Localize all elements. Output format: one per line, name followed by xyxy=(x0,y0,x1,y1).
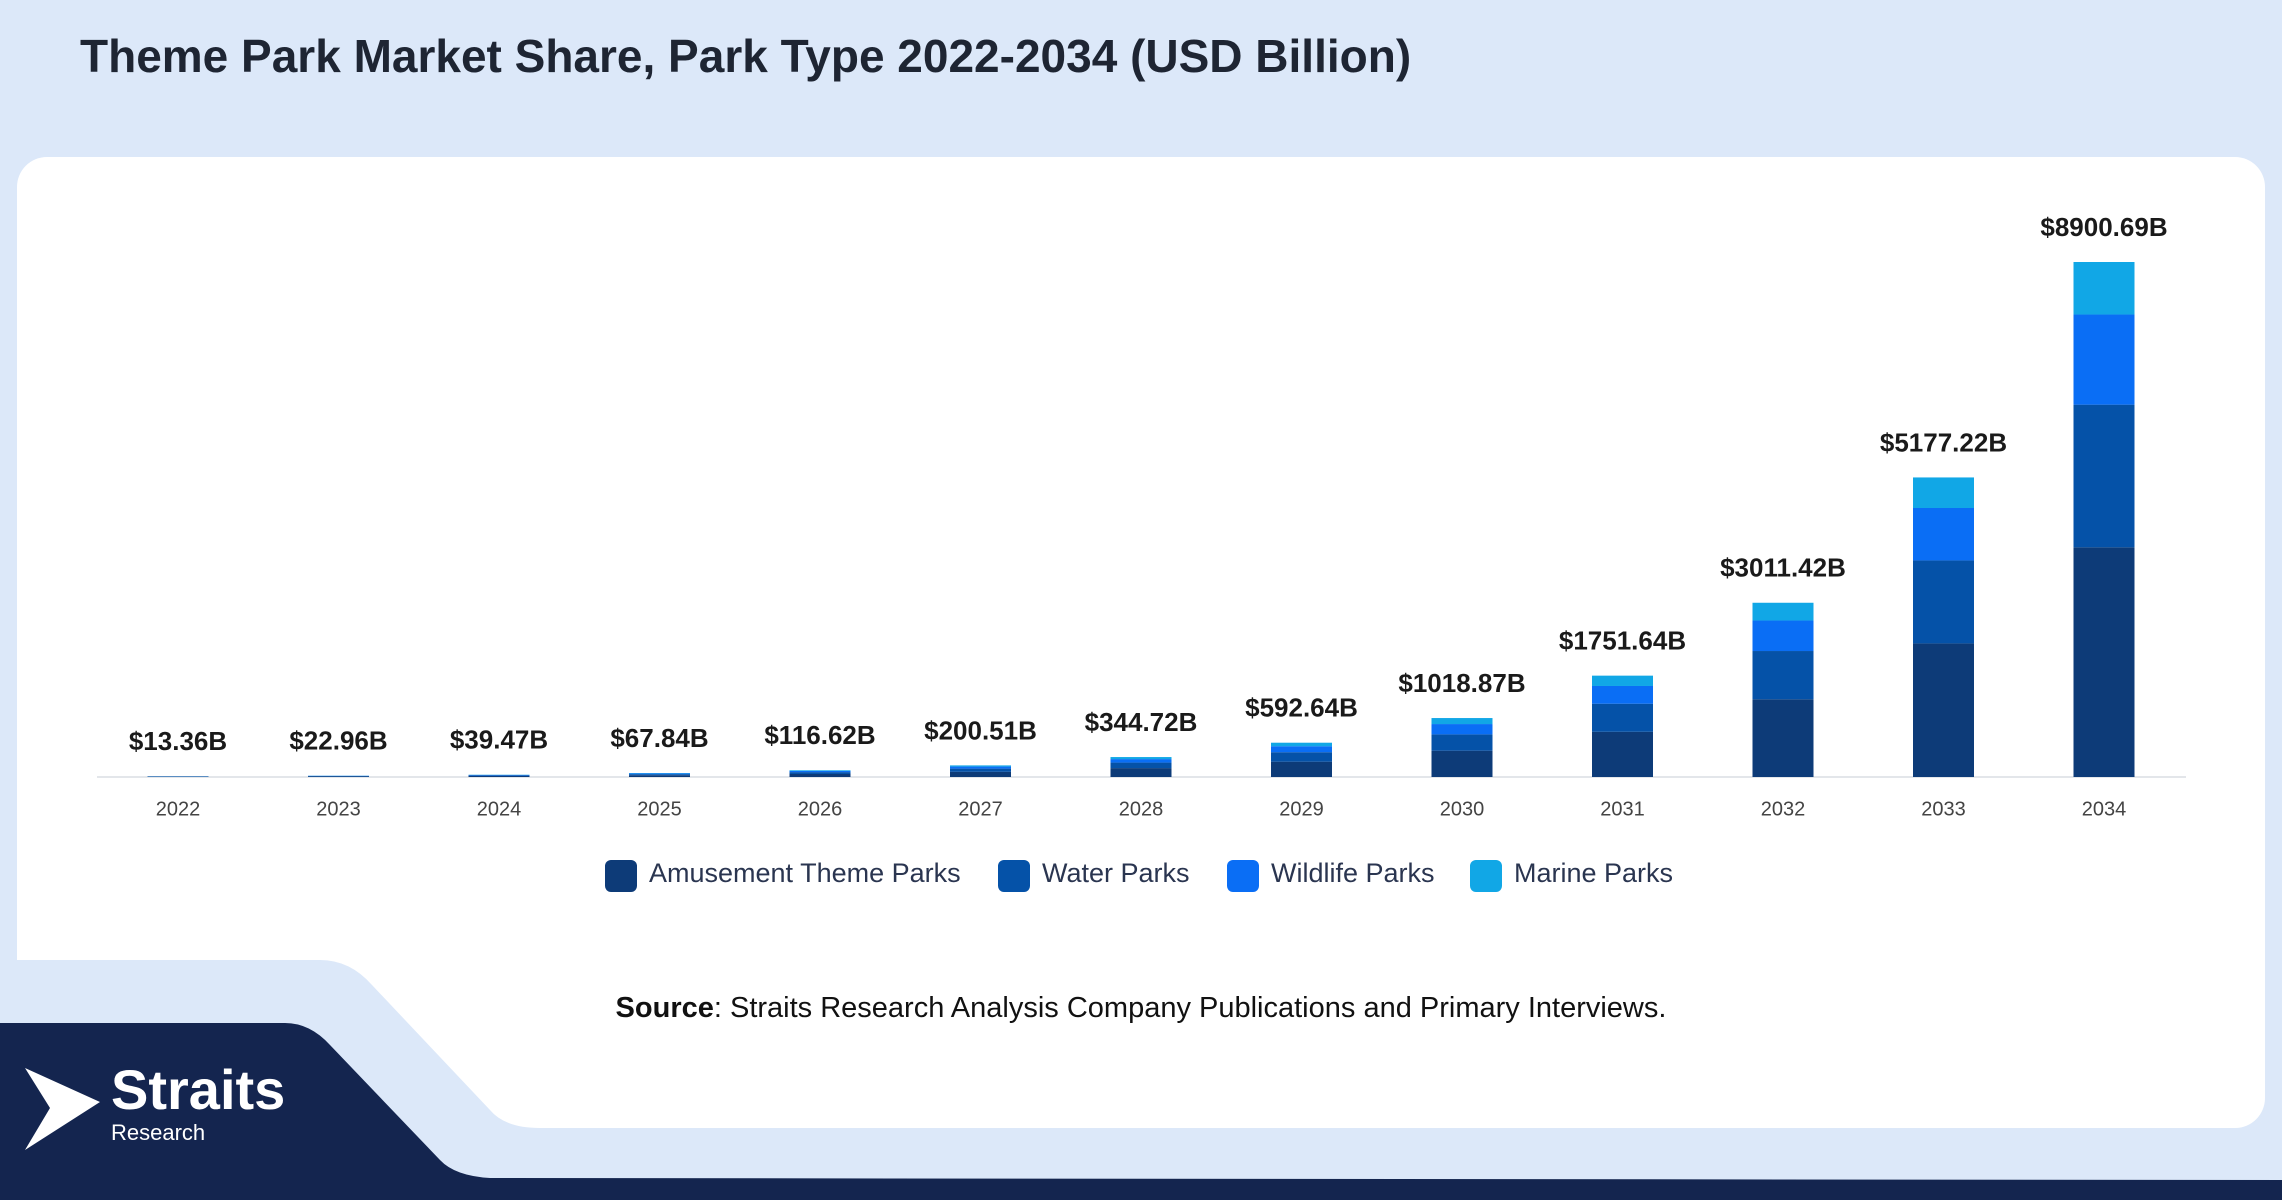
bar-segment xyxy=(1431,724,1493,735)
x-tick-label: 2031 xyxy=(1600,798,1645,820)
legend-swatch xyxy=(605,860,637,892)
bar-segment xyxy=(1752,699,1814,777)
bar-segment xyxy=(789,770,851,771)
bar-segment xyxy=(629,773,690,775)
bar-segment xyxy=(789,773,851,777)
logo-tagline: Research xyxy=(111,1120,205,1145)
legend-label: Marine Parks xyxy=(1514,858,1673,888)
bar-segment xyxy=(2073,314,2135,405)
bar-segment xyxy=(1431,718,1493,725)
legend-swatch xyxy=(1227,860,1259,892)
card-cutout xyxy=(0,960,2282,1200)
total-label: $200.51B xyxy=(924,715,1037,745)
bar-segment xyxy=(308,776,369,777)
bar-segment xyxy=(1913,560,1974,644)
bar-segment xyxy=(789,772,851,774)
total-label: $22.96B xyxy=(289,726,387,756)
bar-segment xyxy=(1271,746,1332,753)
source-label: Source xyxy=(616,992,714,1024)
x-tick-label: 2022 xyxy=(156,798,201,820)
bar-segment xyxy=(950,766,1011,769)
total-label: $116.62B xyxy=(764,720,875,750)
bar-segment xyxy=(1752,602,1814,621)
bar-segment xyxy=(950,768,1011,772)
source-text: : Straits Research Analysis Company Publ… xyxy=(714,992,1667,1024)
bar-segment xyxy=(2073,262,2135,315)
bar-segment xyxy=(950,765,1011,767)
bar-segment xyxy=(1271,752,1332,762)
total-label: $344.72B xyxy=(1085,707,1198,737)
x-tick-label: 2029 xyxy=(1279,798,1324,820)
bar-segment xyxy=(468,775,530,776)
legend-label: Wildlife Parks xyxy=(1271,858,1435,888)
x-tick-label: 2023 xyxy=(316,798,361,820)
x-tick-label: 2027 xyxy=(958,798,1003,820)
x-tick-label: 2032 xyxy=(1761,798,1806,820)
x-tick-label: 2025 xyxy=(637,798,682,820)
x-tick-label: 2026 xyxy=(798,798,843,820)
bar-segment xyxy=(1913,643,1974,777)
total-label: $1751.64B xyxy=(1559,626,1686,656)
logo-band xyxy=(0,1023,2282,1200)
bar-segment xyxy=(1271,761,1332,777)
bar-segment xyxy=(1431,750,1493,777)
total-label: $39.47B xyxy=(450,725,548,755)
x-tick-label: 2034 xyxy=(2082,798,2127,820)
bar-segment xyxy=(950,771,1011,777)
bar-segment xyxy=(2073,404,2135,548)
bar-segment xyxy=(1752,651,1814,700)
total-label: $1018.87B xyxy=(1398,668,1525,698)
bar-segment xyxy=(1110,757,1172,760)
bar-segment xyxy=(468,775,530,777)
bar-segment xyxy=(1592,703,1653,732)
logo-icon xyxy=(25,1068,100,1150)
logo-name: Straits xyxy=(111,1058,285,1121)
total-label: $592.64B xyxy=(1245,693,1358,723)
total-label: $8900.69B xyxy=(2040,212,2167,242)
card xyxy=(17,157,2265,1128)
total-label: $67.84B xyxy=(610,723,708,753)
bar-segment xyxy=(1110,762,1172,769)
total-label: $13.36B xyxy=(129,726,227,756)
bar-segment xyxy=(629,775,690,777)
bar-segment xyxy=(2073,547,2135,777)
bar-segment xyxy=(1271,742,1332,747)
x-tick-label: 2030 xyxy=(1440,798,1485,820)
bar-segment xyxy=(1752,620,1814,652)
bar-segment xyxy=(1110,768,1172,777)
bar-segment xyxy=(789,770,851,773)
bar-segment xyxy=(629,774,690,776)
legend-label: Water Parks xyxy=(1042,858,1190,888)
chart-title: Theme Park Market Share, Park Type 2022-… xyxy=(80,30,1411,82)
bar-segment xyxy=(1913,477,1974,508)
bar-segment xyxy=(1592,731,1653,777)
total-label: $3011.42B xyxy=(1720,553,1846,583)
bar-segment xyxy=(1913,507,1974,561)
legend-swatch xyxy=(1470,860,1502,892)
x-tick-label: 2024 xyxy=(477,798,522,820)
total-label: $5177.22B xyxy=(1880,427,2007,457)
bar-segment xyxy=(1592,685,1653,704)
source: Source: Straits Research Analysis Compan… xyxy=(616,992,1667,1024)
bar-segment xyxy=(1431,734,1493,751)
bar-segment xyxy=(1592,675,1653,686)
x-tick-label: 2033 xyxy=(1921,798,1966,820)
legend-swatch xyxy=(998,860,1030,892)
x-tick-label: 2028 xyxy=(1119,798,1164,820)
legend-label: Amusement Theme Parks xyxy=(649,858,961,888)
bar-segment xyxy=(1110,759,1172,763)
